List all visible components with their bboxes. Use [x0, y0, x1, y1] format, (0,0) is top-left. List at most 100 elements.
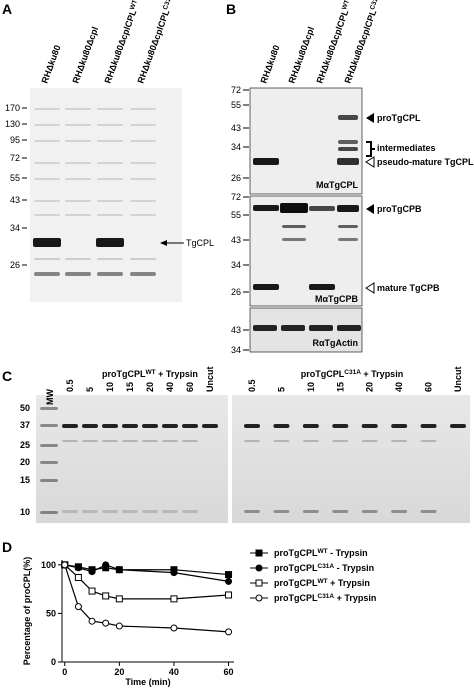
- band: [97, 258, 123, 260]
- lane-label: 20: [365, 382, 375, 392]
- lane-label: Uncut: [205, 367, 215, 393]
- band: [273, 440, 290, 442]
- band: [302, 510, 319, 513]
- band: [97, 178, 123, 180]
- band: [361, 424, 378, 428]
- band: [309, 206, 335, 211]
- lane-label: 15: [125, 382, 135, 392]
- marker-label: 26: [231, 287, 241, 297]
- band: [391, 424, 408, 428]
- lane-label: Uncut: [453, 367, 463, 393]
- band: [97, 214, 123, 216]
- band: [130, 108, 156, 110]
- band: [40, 444, 58, 447]
- marker-label: 34: [10, 223, 20, 233]
- marker-label: 50: [20, 403, 30, 413]
- band: [142, 424, 158, 428]
- lane-label: 10: [105, 382, 115, 392]
- band: [361, 440, 378, 442]
- band: [130, 162, 156, 164]
- marker-label: 15: [20, 475, 30, 485]
- band: [391, 440, 408, 442]
- legend-label-part: WT: [318, 578, 328, 585]
- legend-label: proTgCPLC31A - Trypsin: [274, 563, 374, 574]
- band: [122, 510, 138, 513]
- band: [391, 510, 408, 513]
- band: [130, 178, 156, 180]
- band: [97, 200, 123, 202]
- point: [225, 571, 233, 579]
- gel-a: [30, 88, 182, 302]
- y-tick-label: 100: [41, 560, 56, 570]
- band: [34, 140, 60, 142]
- band: [361, 510, 378, 513]
- panel-label: A: [2, 1, 12, 17]
- panel-label: D: [2, 539, 12, 555]
- band: [97, 108, 123, 110]
- marker-label: 26: [10, 260, 20, 270]
- marker-label: 43: [231, 235, 241, 245]
- marker-label: 25: [20, 440, 30, 450]
- band: [338, 225, 358, 228]
- band: [65, 140, 91, 142]
- point: [225, 591, 233, 599]
- band: [253, 325, 277, 331]
- band: [40, 424, 58, 427]
- arrowhead: [365, 282, 375, 294]
- legend-label-part: + Trypsin: [328, 578, 370, 588]
- annotation: proTgCPB: [377, 204, 422, 214]
- legend-marker: [255, 579, 263, 587]
- legend-label-part: proTgCPL: [274, 548, 318, 558]
- legend-label-part: - Trypsin: [328, 548, 368, 558]
- band: [337, 158, 359, 165]
- gel-title: proTgCPLC31A + Trypsin: [301, 369, 403, 380]
- band: [281, 325, 305, 331]
- band: [338, 238, 358, 241]
- band: [97, 272, 123, 276]
- marker-label: 43: [10, 195, 20, 205]
- band-label: TgCPL: [186, 238, 214, 248]
- lane-label: 60: [185, 382, 195, 392]
- gel-title-part: WT: [146, 369, 156, 376]
- gel-title-part: + Trypsin: [361, 369, 403, 379]
- lane-label: 10: [306, 382, 316, 392]
- marker-label: 10: [20, 507, 30, 517]
- lane-label-part: C31A: [162, 0, 174, 11]
- x-tick-label: 20: [114, 667, 124, 677]
- annotation: intermediates: [377, 143, 436, 153]
- lane-label: RHΔku80Δcpl: [286, 25, 316, 84]
- band: [65, 200, 91, 202]
- lane-label-part: WT: [341, 0, 351, 11]
- lane-label: 60: [424, 382, 434, 392]
- band: [65, 178, 91, 180]
- band: [420, 424, 437, 428]
- point: [225, 577, 233, 585]
- arrowhead: [365, 156, 375, 168]
- band: [332, 510, 349, 513]
- gel-title-part: proTgCPL: [301, 369, 345, 379]
- lane-label: 40: [394, 382, 404, 392]
- antibody-label: MαTgCPL: [316, 180, 359, 190]
- annotation: mature TgCPB: [377, 283, 440, 293]
- band: [202, 424, 218, 428]
- arrowhead: [366, 113, 374, 123]
- marker-label: 34: [231, 345, 241, 355]
- legend-label-part: proTgCPL: [274, 563, 318, 573]
- marker-label: 170: [5, 103, 20, 113]
- band: [65, 214, 91, 216]
- point: [61, 561, 69, 569]
- band: [102, 424, 118, 428]
- band: [282, 238, 306, 241]
- band: [332, 440, 349, 442]
- point: [115, 595, 123, 603]
- mw-label: MW: [45, 389, 55, 405]
- x-tick-label: 60: [224, 667, 234, 677]
- marker-label: 20: [20, 457, 30, 467]
- band: [182, 440, 198, 442]
- band: [130, 214, 156, 216]
- legend-label-part: proTgCPL: [274, 593, 318, 603]
- band: [130, 124, 156, 126]
- lane-label: 5: [276, 387, 286, 392]
- band: [40, 407, 58, 410]
